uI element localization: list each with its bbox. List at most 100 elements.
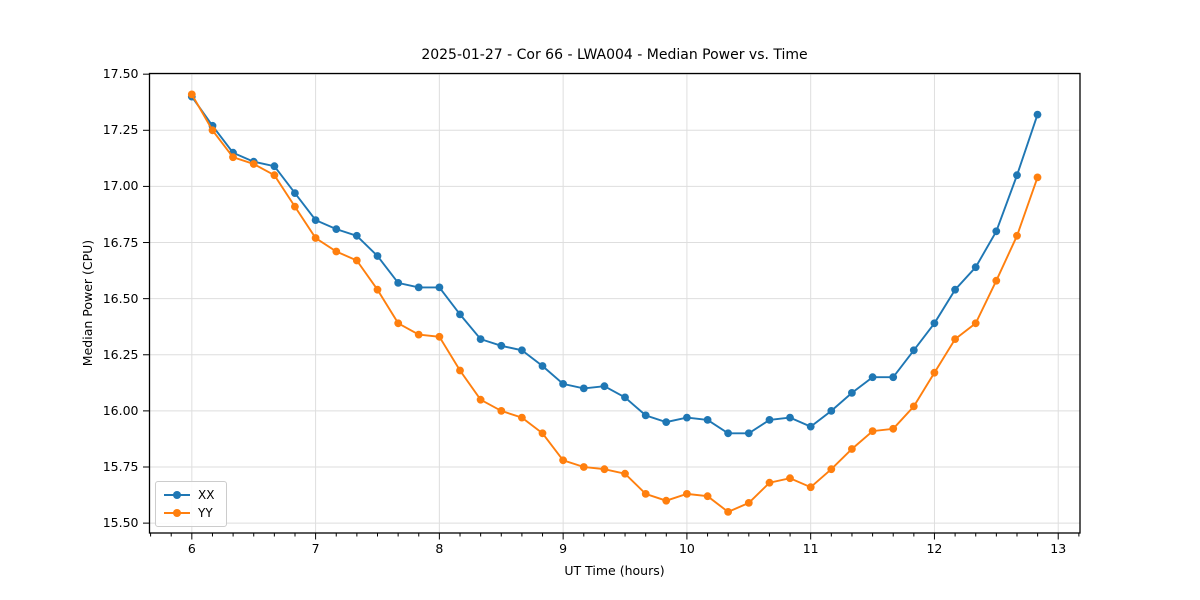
series-xx-marker: [270, 162, 279, 171]
series-yy-marker: [992, 276, 1001, 285]
series-yy-marker: [249, 160, 258, 168]
series-xx-marker: [352, 231, 361, 240]
series-yy-marker: [538, 429, 547, 438]
series-xx-marker: [559, 380, 567, 388]
gridlines: [149, 73, 1080, 533]
series-yy-marker: [703, 492, 712, 501]
series-xx-marker: [291, 189, 299, 198]
series-xx-marker: [332, 225, 341, 234]
series-yy-marker: [889, 424, 898, 433]
series-yy-marker: [621, 469, 629, 478]
series-yy-line: [190, 93, 1039, 513]
series-xx-marker: [394, 279, 403, 287]
series-xx-marker: [662, 418, 671, 426]
y-tick-label: 15.75: [102, 459, 139, 474]
series-xx-marker: [930, 319, 939, 328]
y-axis-label: Median Power (CPU): [80, 239, 95, 367]
x-tick-label: 8: [435, 541, 444, 556]
legend-label-yy: YY: [198, 506, 213, 520]
series-xx: [187, 92, 1042, 438]
series-xx-marker: [518, 346, 526, 355]
series-yy-marker: [579, 463, 588, 471]
chart-title: 2025-01-27 - Cor 66 - LWA004 - Median Po…: [421, 47, 808, 63]
series-yy-marker: [270, 171, 279, 180]
series-xx-marker: [765, 416, 774, 424]
series-yy-marker: [187, 90, 196, 99]
series-xx-marker: [476, 335, 485, 343]
x-tick-label: 9: [559, 541, 568, 556]
series-yy-marker: [352, 256, 361, 265]
series-xx-marker: [827, 407, 836, 415]
series-yy-marker: [1013, 231, 1021, 240]
series-xx-marker: [600, 382, 609, 391]
series-xx-marker: [786, 413, 794, 422]
series-yy-marker: [848, 445, 856, 453]
legend-label-xx: XX: [198, 488, 215, 502]
x-axis-label: UT Time (hours): [564, 563, 665, 578]
series-yy-marker: [786, 474, 794, 483]
series-xx-marker: [909, 346, 918, 355]
series-yy-marker: [827, 465, 836, 474]
series-xx-line: [191, 96, 1039, 435]
series-xx-marker: [992, 227, 1001, 236]
series-xx-marker: [641, 411, 650, 420]
series-yy-marker: [559, 456, 567, 465]
series-yy-marker: [868, 427, 877, 435]
x-tick-label: 13: [1050, 541, 1067, 556]
series-yy-marker: [456, 366, 464, 375]
series-yy-marker: [311, 234, 320, 242]
series-xx-marker: [889, 373, 898, 382]
series-xx-marker: [744, 429, 753, 438]
series-xx-marker: [538, 362, 547, 370]
x-tick-label: 7: [311, 541, 320, 556]
series-yy-marker: [497, 407, 506, 415]
x-tick-label: 12: [926, 541, 943, 556]
series-yy-marker: [971, 319, 980, 328]
series-yy-marker: [683, 490, 691, 498]
series-xx-marker: [311, 216, 320, 225]
series-yy-marker: [435, 332, 444, 341]
series-yy-marker: [744, 499, 753, 507]
legend-item-xx: XX: [163, 486, 218, 504]
series-xx-marker: [621, 393, 629, 402]
series-xx-marker: [1033, 110, 1042, 119]
y-tick-label: 16.50: [102, 290, 139, 306]
series-xx-marker: [971, 263, 980, 272]
series-yy-marker: [909, 402, 918, 411]
x-tick-label: 6: [187, 541, 196, 556]
series-xx-marker: [414, 283, 423, 292]
series-yy-marker: [930, 368, 939, 377]
series-yy-marker: [332, 247, 341, 256]
y-tick-label: 17.00: [102, 178, 139, 194]
series-yy-marker: [373, 285, 382, 294]
series-yy-marker: [641, 490, 650, 498]
series-yy-marker: [724, 508, 732, 516]
series-xx-marker: [497, 341, 506, 350]
y-tick-label: 15.50: [102, 515, 139, 531]
series-yy-marker: [229, 153, 237, 162]
x-tick-label: 11: [802, 541, 819, 556]
series-xx-marker: [724, 429, 732, 438]
y-tick-label: 16.25: [102, 346, 139, 362]
series-xx-marker: [951, 285, 959, 294]
series-yy-marker: [208, 126, 217, 135]
legend-item-yy: YY: [163, 504, 218, 522]
series-xx-marker: [806, 422, 815, 431]
series-xx-marker: [1013, 171, 1021, 180]
series-yy-marker: [951, 335, 959, 343]
series-xx-marker: [868, 373, 877, 382]
series-xx-marker: [703, 416, 712, 424]
series-yy-marker: [662, 496, 671, 505]
y-tick-label: 16.00: [102, 402, 139, 418]
x-tick-label: 10: [678, 541, 695, 556]
series-xx-marker: [456, 310, 464, 319]
series-yy-marker: [476, 395, 485, 404]
legend-swatch-xx-icon: [164, 491, 190, 499]
series-xx-marker: [579, 384, 588, 393]
y-tick-label: 16.75: [102, 234, 139, 250]
axes-frame: [148, 72, 1081, 534]
y-tick-label: 17.50: [102, 66, 139, 82]
series-yy-marker: [1033, 173, 1042, 182]
series-yy-marker: [394, 319, 403, 328]
